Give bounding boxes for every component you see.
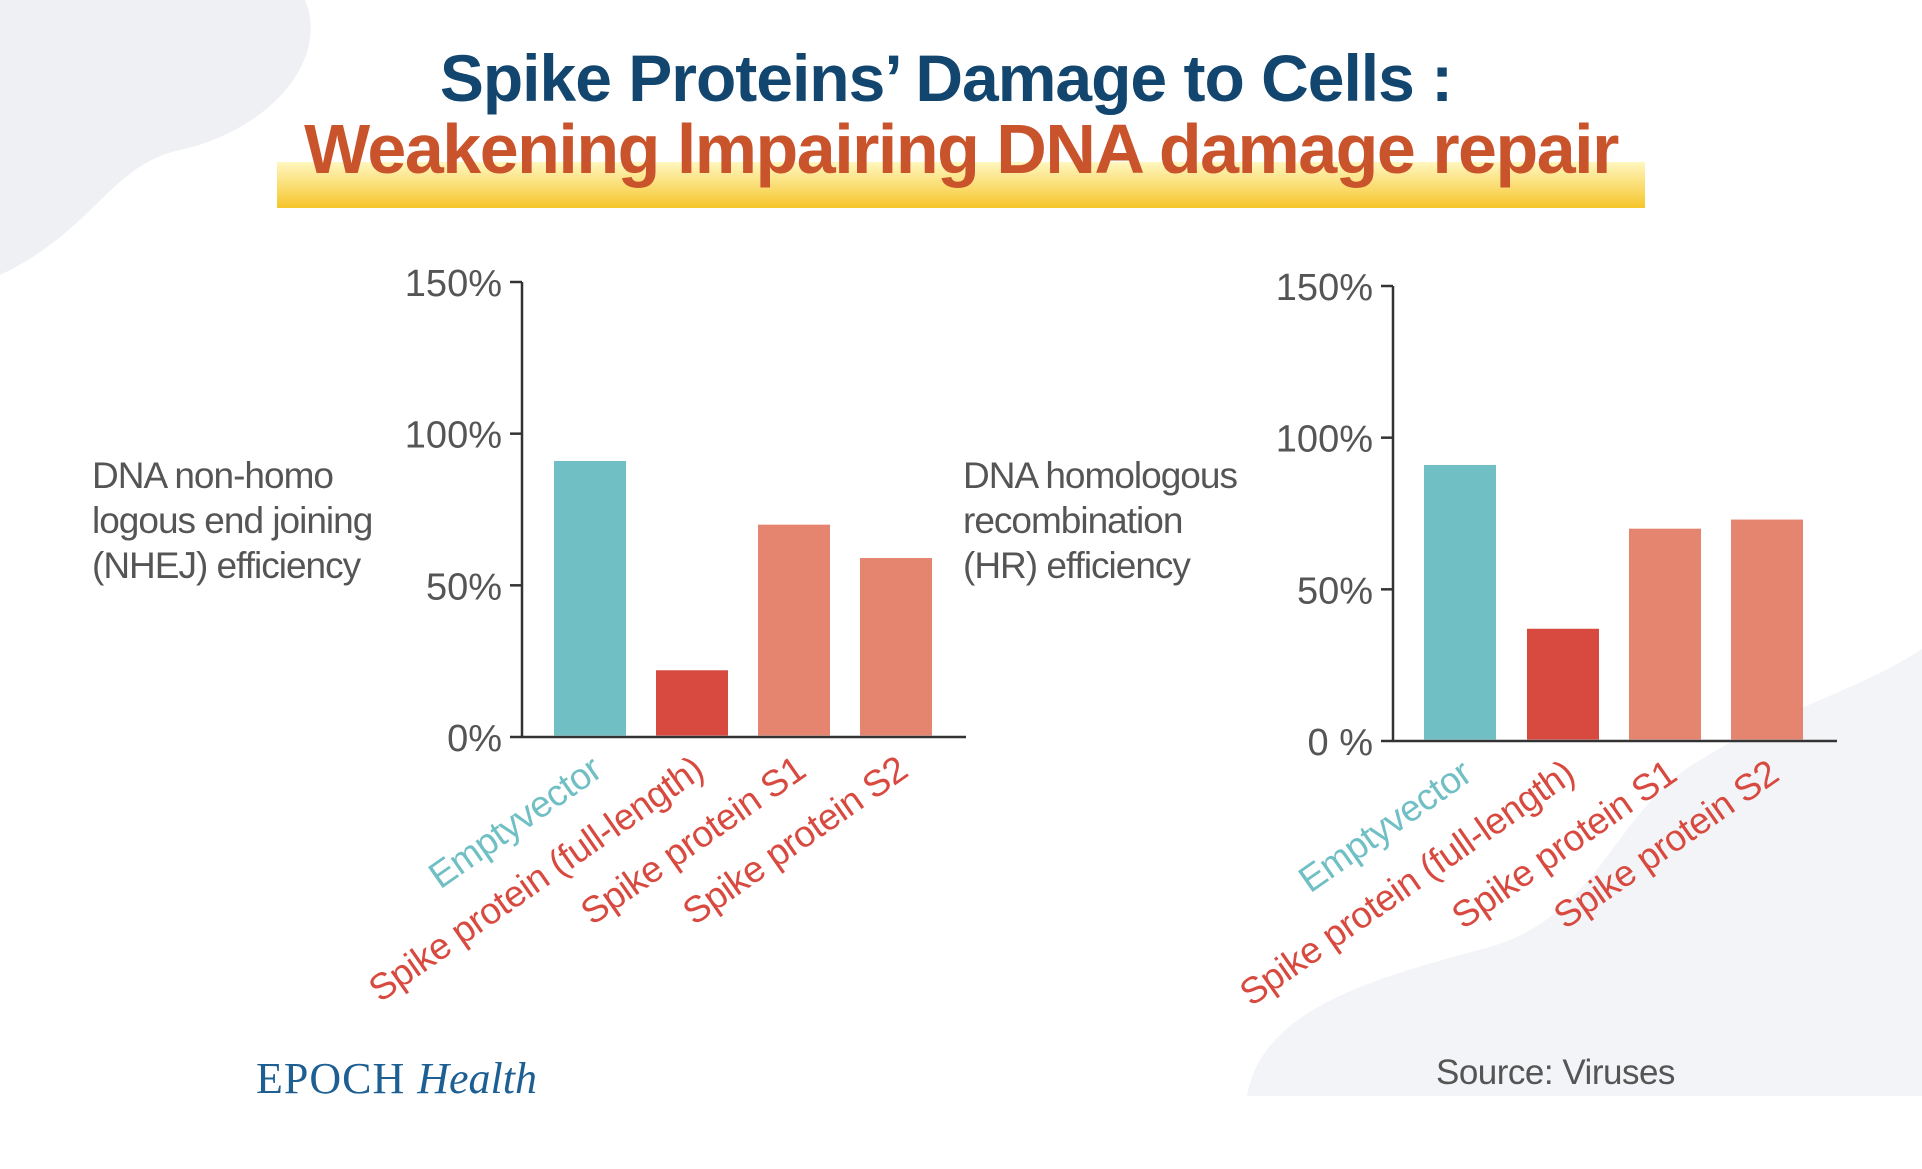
chart-2-bar <box>1527 628 1599 740</box>
epoch-health-logo: EPOCH Health <box>256 1053 537 1104</box>
chart-2-bar <box>1629 528 1701 740</box>
chart-2-bar <box>1424 464 1496 740</box>
chart-2-ylabel-line-1: DNA homologous <box>963 455 1238 496</box>
chart-1-y-tick-label: 100% <box>405 415 502 457</box>
subtitle-block: Weakening lmpairing DNA damage repair <box>277 110 1645 208</box>
subtitle-highlight <box>277 162 1645 208</box>
chart-1-ylabel-line-3: (NHEJ) efficiency <box>92 545 361 586</box>
chart-2-y-tick-label: 100% <box>1276 419 1373 461</box>
chart-1-y-tick-label: 150% <box>405 263 502 305</box>
chart-1-y-tick-label: 0% <box>447 718 502 760</box>
title-block: Spike Proteins’ Damage to Cells : Weaken… <box>0 38 1922 208</box>
chart-1-ylabel: DNA non-homo logous end joining (NHEJ) e… <box>92 453 373 588</box>
page-subtitle: Weakening lmpairing DNA damage repair <box>304 110 1619 188</box>
chart-1-ylabel-line-2: logous end joining <box>92 500 373 541</box>
chart-2-bar <box>1731 519 1803 740</box>
chart-2-y-tick-label: 150% <box>1276 267 1373 309</box>
chart-2-y-tick-label: 50% <box>1297 570 1373 612</box>
background-blob-bottom-right <box>1247 649 1922 1096</box>
chart-2-ylabel-line-2: recombination <box>963 500 1183 541</box>
chart-1-ylabel-line-1: DNA non-homo <box>92 455 334 496</box>
chart-2-y-tick-label: 0 % <box>1308 722 1373 764</box>
chart-1-bar <box>554 460 626 736</box>
chart-1-bar <box>656 670 728 736</box>
background-blob-top-left <box>0 0 311 275</box>
logo-brand: EPOCH <box>256 1054 406 1103</box>
chart-2-ylabel-line-3: (HR) efficiency <box>963 545 1191 586</box>
chart-1-y-tick-label: 50% <box>426 566 502 608</box>
source-note: Source: Viruses <box>1436 1053 1675 1092</box>
chart-1-bar <box>758 524 830 736</box>
chart-1-bar <box>860 558 932 736</box>
logo-sub: Health <box>417 1054 538 1103</box>
chart-2-ylabel: DNA homologous recombination (HR) effici… <box>963 453 1238 588</box>
page-title: Spike Proteins’ Damage to Cells : <box>439 41 1453 115</box>
